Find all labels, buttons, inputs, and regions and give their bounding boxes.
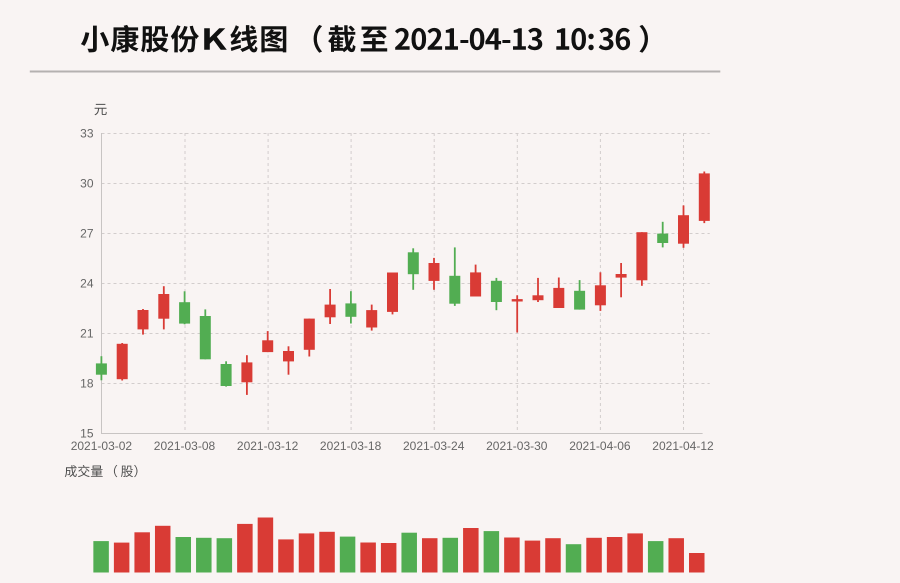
svg-text:24: 24	[80, 276, 94, 290]
svg-text:33: 33	[80, 126, 94, 140]
svg-text:18: 18	[80, 376, 94, 390]
svg-text:21: 21	[80, 326, 94, 340]
svg-text:2021-03-08: 2021-03-08	[154, 439, 216, 453]
svg-text:15: 15	[80, 426, 94, 440]
svg-text:2021-03-18: 2021-03-18	[320, 439, 382, 453]
svg-text:2021-03-02: 2021-03-02	[71, 439, 133, 453]
svg-text:2021-04-06: 2021-04-06	[569, 439, 631, 453]
svg-text:2021-03-12: 2021-03-12	[237, 439, 299, 453]
svg-text:27: 27	[80, 226, 94, 240]
svg-text:2021-03-24: 2021-03-24	[403, 439, 465, 453]
svg-text:30: 30	[80, 176, 94, 190]
svg-text:2021-04-12: 2021-04-12	[652, 439, 714, 453]
svg-text:2021-03-30: 2021-03-30	[486, 439, 548, 453]
